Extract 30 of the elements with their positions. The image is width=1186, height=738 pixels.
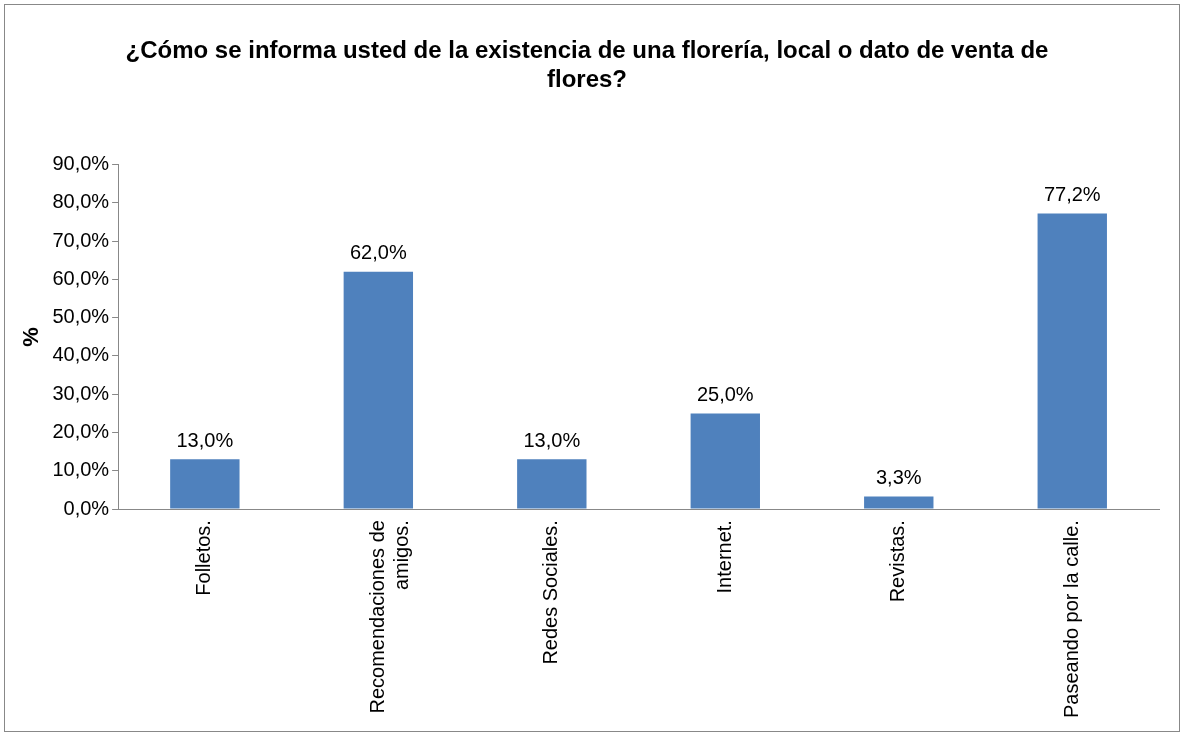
y-tick-label: 50,0% (52, 305, 110, 328)
chart-title: ¿Cómo se informa usted de la existencia de una florería, local o dato de venta de flores? (125, 36, 1049, 92)
y-axis-title: % (18, 327, 44, 347)
x-tick-label: Recomendaciones de amigos. (365, 520, 412, 714)
x-tick-label: Revistas. (886, 520, 909, 603)
y-tick-label: 40,0% (52, 343, 110, 366)
y-tick-label: 30,0% (52, 381, 110, 404)
y-tick-label: 90,0% (52, 152, 110, 175)
y-tick-label: 20,0% (52, 420, 110, 443)
data-label: 3,3% (875, 465, 922, 488)
data-label: 77,2% (1043, 183, 1101, 206)
y-tick-label: 0,0% (63, 496, 110, 519)
y-tick-label: 60,0% (52, 266, 110, 289)
data-label: 13,0% (523, 428, 581, 451)
x-tick-label: Redes Sociales. (539, 520, 562, 665)
y-tick-label: 10,0% (52, 458, 110, 481)
x-tick-label: Folletos. (192, 520, 215, 596)
y-tick-label: 70,0% (52, 228, 110, 251)
bar (690, 413, 760, 509)
bar (343, 271, 414, 509)
data-label: 62,0% (349, 241, 407, 264)
data-label: 25,0% (696, 382, 754, 405)
bar (517, 459, 587, 509)
bar (864, 496, 934, 509)
y-tick-label: 80,0% (52, 190, 110, 213)
x-tick-label: Internet. (712, 520, 735, 594)
data-label: 13,0% (176, 428, 234, 451)
bar (1037, 213, 1107, 509)
bar (170, 459, 240, 509)
x-tick-label: Paseando por la calle. (1059, 520, 1082, 719)
